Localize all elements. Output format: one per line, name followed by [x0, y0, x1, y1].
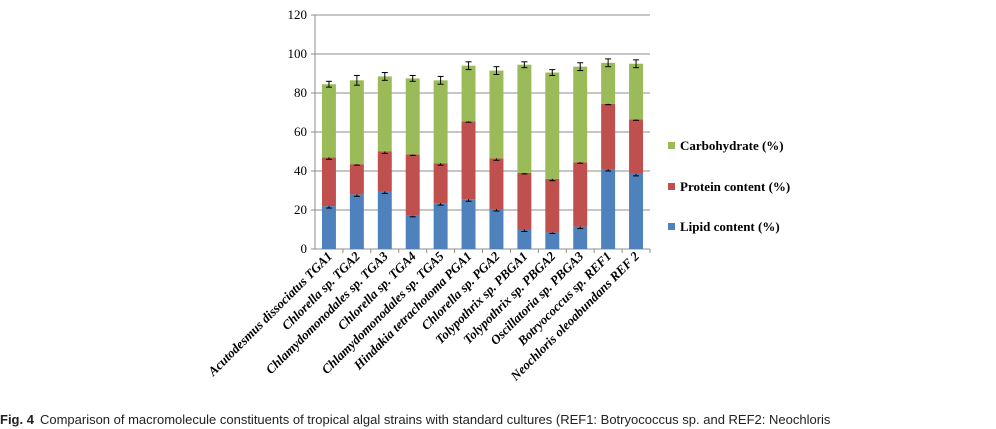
bar-lipid — [349, 194, 364, 249]
bar-carbohydrate — [517, 64, 532, 173]
legend-swatch — [668, 142, 675, 149]
figure-caption-text: Comparison of macromolecule constituents… — [39, 412, 831, 427]
bar-carbohydrate — [461, 65, 476, 122]
bar-protein — [489, 158, 504, 210]
bar-lipid — [461, 199, 476, 249]
y-tick-label: 120 — [288, 7, 308, 22]
bar-carbohydrate — [377, 76, 392, 152]
bar-protein — [629, 119, 644, 174]
bar-lipid — [405, 215, 420, 249]
bar-carbohydrate — [405, 78, 420, 155]
bar-carbohydrate — [601, 62, 616, 104]
legend-label: Protein content (%) — [680, 179, 790, 194]
bar-protein — [573, 162, 588, 227]
figure-label: Fig. 4 — [0, 412, 34, 427]
bar-lipid — [489, 209, 504, 249]
bar-lipid — [629, 173, 644, 249]
legend-label: Carbohydrate (%) — [680, 138, 784, 153]
bar-protein — [321, 157, 336, 207]
y-tick-label: 0 — [301, 241, 308, 256]
bar-protein — [433, 163, 448, 204]
y-tick-label: 60 — [294, 124, 307, 139]
bar-lipid — [377, 191, 392, 249]
bar-lipid — [545, 232, 560, 249]
bar-lipid — [433, 203, 448, 249]
bar-protein — [349, 164, 364, 195]
bar-lipid — [601, 169, 616, 249]
y-tick-label: 80 — [294, 85, 307, 100]
bar-lipid — [573, 226, 588, 249]
bar-lipid — [321, 206, 336, 249]
bar-carbohydrate — [433, 80, 448, 164]
legend-swatch — [668, 223, 675, 230]
bar-lipid — [517, 229, 532, 249]
bar-protein — [517, 172, 532, 230]
legend-swatch — [668, 183, 675, 190]
y-tick-label: 40 — [294, 163, 307, 178]
bar-carbohydrate — [545, 72, 560, 179]
bar-carbohydrate — [349, 80, 364, 165]
bar-carbohydrate — [321, 84, 336, 158]
bar-protein — [545, 178, 560, 233]
figure-caption: Fig. 4 Comparison of macromolecule consti… — [0, 412, 996, 429]
bar-carbohydrate — [629, 63, 644, 120]
bar-carbohydrate — [489, 70, 504, 159]
bar-protein — [601, 103, 616, 170]
bar-carbohydrate — [573, 66, 588, 163]
y-tick-label: 100 — [288, 46, 308, 61]
bar-protein — [405, 154, 420, 216]
y-tick-label: 20 — [294, 202, 307, 217]
bar-protein — [461, 121, 476, 200]
legend-label: Lipid content (%) — [680, 219, 780, 234]
bar-protein — [377, 151, 392, 192]
